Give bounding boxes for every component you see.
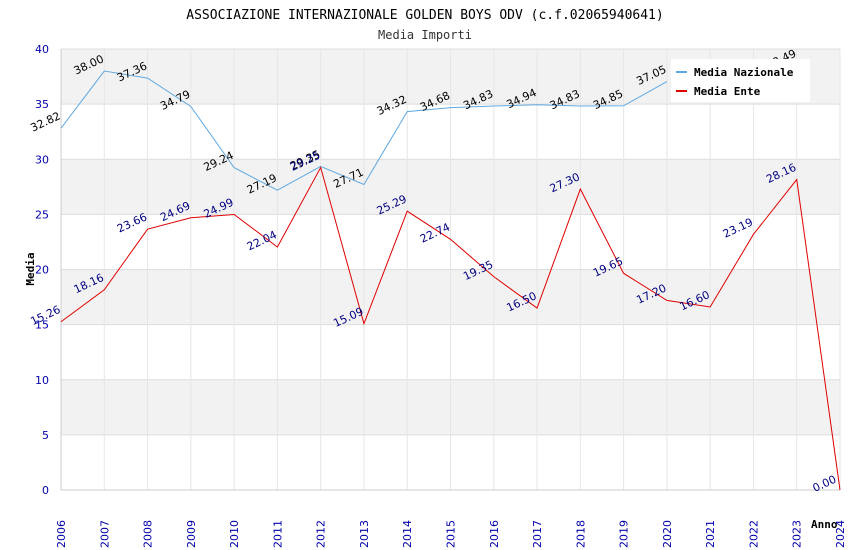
- series-line: [60, 166, 841, 491]
- legend-box: [671, 59, 810, 102]
- x-tick-label: 2020: [661, 520, 674, 548]
- y-tick-label: 25: [35, 208, 49, 221]
- x-axis-title: Anno: [811, 518, 838, 531]
- x-tick-label: 2019: [618, 520, 631, 548]
- legend-label: Media Ente: [694, 85, 761, 98]
- x-tick-label: 2018: [574, 520, 587, 548]
- y-tick-label: 15: [35, 319, 49, 332]
- series-lines: [60, 70, 841, 491]
- y-tick-label: 5: [42, 429, 49, 442]
- chart-title: ASSOCIAZIONE INTERNAZIONALE GOLDEN BOYS …: [186, 8, 663, 23]
- x-tick-label: 2024: [834, 520, 847, 548]
- x-tick-label: 2023: [791, 520, 804, 548]
- y-tick-label: 10: [35, 374, 49, 387]
- y-tick-label: 30: [35, 153, 49, 166]
- x-tick-label: 2012: [315, 520, 328, 548]
- x-tick-label: 2016: [488, 520, 501, 548]
- data-label: 32.82: [28, 109, 62, 134]
- x-tick-label: 2022: [747, 520, 760, 548]
- y-tick-label: 20: [35, 264, 49, 277]
- x-tick-label: 2021: [704, 520, 717, 548]
- y-axis-ticks: 0 5 10 15 20 25 30 35 40: [35, 43, 49, 497]
- x-tick-label: 2010: [228, 520, 241, 548]
- x-tick-label: 2008: [142, 520, 155, 548]
- y-tick-label: 35: [35, 98, 49, 111]
- y-axis-title: Media: [24, 252, 37, 285]
- x-tick-label: 2007: [98, 520, 111, 548]
- x-tick-label: 2011: [271, 520, 284, 548]
- x-tick-label: 2013: [358, 520, 371, 548]
- chart-subtitle: Media Importi: [378, 28, 472, 42]
- x-tick-label: 2017: [531, 520, 544, 548]
- x-axis-ticks: 2006 2007 2008 2009 2010 2011 2012 2013 2014 2015…: [55, 520, 847, 548]
- legend: Media Nazionale Media Ente: [671, 59, 810, 102]
- x-tick-label: 2009: [185, 520, 198, 548]
- x-tick-label: 2006: [55, 520, 68, 548]
- grid-bands: [60, 48, 841, 491]
- y-tick-label: 0: [42, 484, 49, 497]
- series-line: [60, 70, 668, 191]
- x-tick-label: 2014: [401, 520, 414, 548]
- y-tick-label: 40: [35, 43, 49, 56]
- legend-label: Media Nazionale: [694, 66, 794, 79]
- x-tick-label: 2015: [445, 520, 458, 548]
